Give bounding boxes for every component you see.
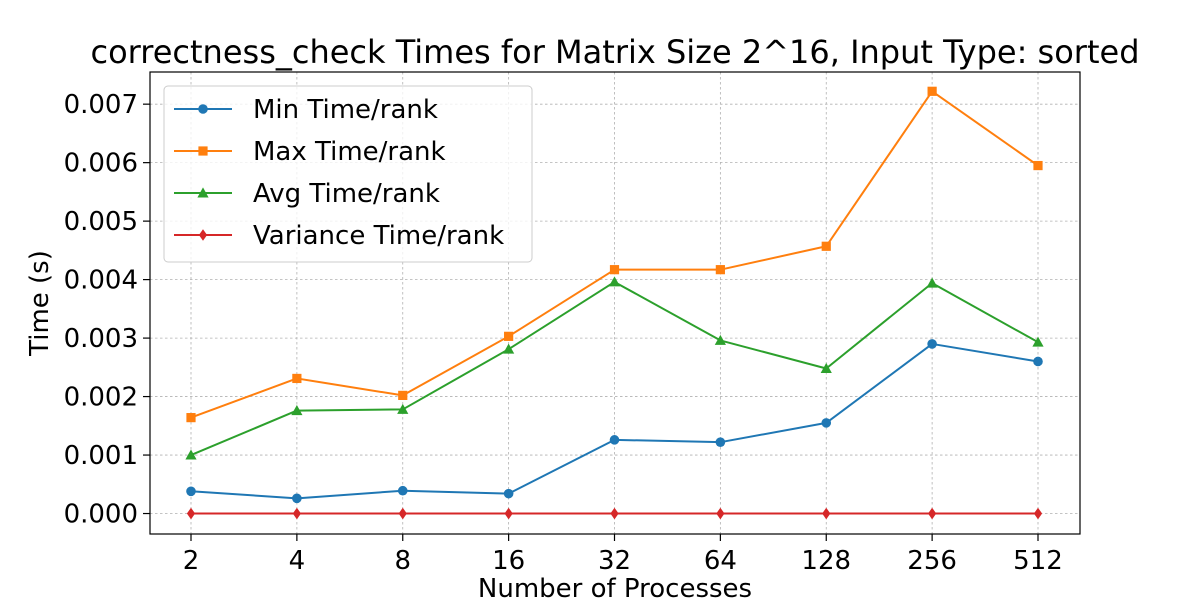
- variance-time-rank-point: [292, 507, 301, 520]
- y-tick-label: 0.006: [64, 149, 138, 179]
- variance-time-rank-point: [398, 507, 407, 520]
- max-time-rank-legend-label: Max Time/rank: [253, 137, 446, 167]
- avg-time-rank-point: [503, 343, 515, 354]
- legend-frame: [163, 85, 533, 263]
- variance-time-rank-point: [186, 507, 196, 520]
- avg-time-rank-point: [714, 334, 726, 345]
- data-series: [185, 86, 1044, 520]
- max-time-rank-point: [398, 390, 408, 400]
- max-time-rank-point: [927, 86, 937, 96]
- x-axis-label: Number of Processes: [478, 574, 752, 600]
- min-time-rank-point: [821, 418, 832, 428]
- avg-time-rank-point: [926, 277, 938, 288]
- x-tick-label: 4: [289, 546, 306, 576]
- variance-time-rank-point: [610, 507, 619, 520]
- y-tick-label: 0.003: [64, 324, 138, 354]
- x-tick-label: 16: [492, 546, 525, 576]
- y-tick-label: 0.001: [64, 441, 138, 471]
- avg-time-rank-legend-label: Avg Time/rank: [253, 179, 440, 209]
- max-time-rank-point: [821, 241, 831, 251]
- min-time-rank-point: [715, 437, 726, 447]
- min-time-rank-point: [1033, 356, 1043, 367]
- max-time-rank-point: [715, 265, 725, 275]
- min-time-rank-point: [397, 485, 408, 496]
- max-time-rank-point: [609, 265, 620, 275]
- x-tick-label: 2: [183, 546, 200, 576]
- y-tick-label: 0.002: [64, 383, 138, 413]
- y-tick-label: 0.000: [64, 500, 138, 530]
- avg-time-rank-point: [397, 403, 409, 414]
- min-time-rank-point: [186, 486, 196, 497]
- variance-time-rank-series: [186, 507, 1043, 520]
- variance-time-rank-legend-point: [198, 229, 208, 241]
- y-tick-label: 0.004: [64, 266, 138, 296]
- avg-time-rank-point: [820, 362, 832, 373]
- x-tick-label: 256: [907, 546, 957, 576]
- variance-time-rank-point: [716, 507, 725, 520]
- max-time-rank-point: [504, 331, 514, 341]
- max-time-rank-point: [292, 373, 302, 384]
- x-tick-label: 512: [1013, 546, 1063, 576]
- min-time-rank-point: [609, 435, 620, 445]
- avg-time-rank-point: [185, 449, 197, 460]
- x-tick-label: 32: [598, 546, 631, 576]
- max-time-rank-legend-point: [198, 146, 208, 156]
- chart-title: correctness_check Times for Matrix Size …: [91, 33, 1140, 71]
- y-tick-label: 0.005: [64, 207, 138, 237]
- avg-time-rank-legend-point: [197, 187, 209, 198]
- x-tick-label: 128: [801, 546, 851, 576]
- variance-time-rank-point: [504, 507, 513, 520]
- axis-ticks: 2 4 8 16 32 64 128 256 512 0.000 0.001 0.002 0.003 0.…: [64, 90, 1063, 576]
- avg-time-rank-point: [291, 405, 303, 416]
- min-time-rank-point: [927, 339, 937, 349]
- max-time-rank-point: [186, 413, 196, 423]
- min-time-rank-legend-point: [198, 104, 208, 114]
- variance-time-rank-point: [928, 507, 937, 520]
- y-axis-label: Time (s): [25, 250, 55, 357]
- avg-time-rank-point: [1032, 336, 1044, 347]
- avg-time-rank-series: [185, 276, 1044, 460]
- min-time-rank-point: [292, 493, 302, 504]
- max-time-rank-series: [186, 86, 1043, 423]
- x-tick-label: 8: [394, 546, 411, 576]
- x-tick-label: 64: [704, 546, 737, 576]
- min-time-rank-legend-label: Min Time/rank: [253, 95, 438, 125]
- variance-time-rank-point: [1033, 507, 1043, 520]
- y-tick-label: 0.007: [64, 90, 138, 120]
- max-time-rank-point: [1033, 160, 1043, 171]
- variance-time-rank-legend-label: Variance Time/rank: [253, 221, 504, 251]
- legend: Min Time/rank Max Time/rank Avg Time/rank V…: [163, 85, 533, 263]
- avg-time-rank-point: [608, 276, 621, 287]
- min-time-rank-point: [503, 488, 514, 499]
- variance-time-rank-point: [822, 507, 831, 520]
- min-time-rank-series: [186, 339, 1043, 504]
